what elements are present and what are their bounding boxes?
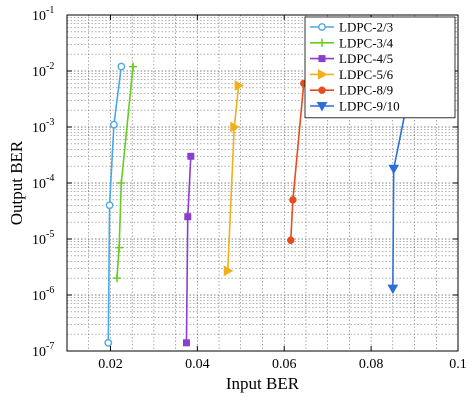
data-point	[289, 196, 297, 204]
y-axis-title: Output BER	[7, 140, 26, 225]
series-line	[289, 83, 305, 241]
legend-marker	[318, 23, 326, 31]
x-tick-label: 0.06	[272, 357, 297, 372]
data-point	[129, 62, 138, 71]
series-ldpc-2-3	[104, 62, 126, 347]
legend-label: LDPC-2/3	[339, 20, 393, 35]
y-tick-label: 10-2	[32, 61, 54, 80]
legend-marker	[318, 55, 326, 63]
x-tick-label: 0.02	[98, 357, 123, 372]
x-tick-label: 0.04	[185, 357, 210, 372]
legend-entry: LDPC-3/4	[310, 35, 394, 50]
legend-label: LDPC-9/10	[339, 99, 400, 114]
y-tick-exponent: -4	[46, 173, 54, 184]
data-point	[110, 120, 118, 129]
legend-entry: LDPC-8/9	[310, 83, 393, 98]
legend-box	[304, 16, 456, 119]
legend-marker	[318, 86, 326, 94]
x-tick-label: 0.1	[449, 357, 467, 372]
y-tick-label: 10-1	[32, 5, 54, 24]
data-point	[104, 338, 113, 347]
legend-label: LDPC-8/9	[339, 83, 393, 98]
data-point	[117, 179, 126, 187]
legend-marker	[316, 102, 328, 112]
data-point	[105, 201, 114, 210]
data-point	[115, 243, 124, 252]
data-point	[287, 236, 295, 244]
data-point	[387, 284, 399, 295]
data-point	[187, 152, 195, 160]
series-line	[116, 66, 134, 279]
y-tick-label: 10-6	[32, 285, 54, 304]
legend-marker	[318, 38, 326, 47]
legend-entry: LDPC-2/3	[310, 20, 393, 35]
y-tick-label: 10-4	[32, 173, 54, 192]
data-point	[234, 80, 245, 91]
y-tick-label: 10-5	[32, 229, 54, 248]
y-tick-exponent: -3	[46, 117, 54, 128]
y-tick-exponent: -7	[46, 341, 54, 352]
y-tick-exponent: -1	[46, 5, 54, 16]
series-ldpc-5-6	[223, 80, 245, 277]
y-tick-exponent: -2	[46, 61, 54, 72]
data-point	[388, 164, 400, 175]
legend-label: LDPC-3/4	[339, 35, 394, 50]
x-tick-label: 0.08	[359, 357, 384, 372]
legend-entry: LDPC-9/10	[310, 99, 400, 114]
legend: LDPC-2/3LDPC-3/4LDPC-4/5LDPC-5/6LDPC-8/9…	[304, 16, 456, 119]
y-tick-exponent: -5	[46, 229, 54, 240]
data-point	[117, 62, 126, 71]
y-tick-label: 10-3	[32, 117, 54, 136]
legend-label: LDPC-5/6	[339, 67, 394, 82]
series-ldpc-4-5	[182, 152, 195, 347]
y-tick-exponent: -6	[46, 285, 54, 296]
data-point	[230, 121, 240, 133]
series-line	[107, 66, 123, 343]
legend-label: LDPC-4/5	[339, 51, 393, 66]
data-point	[182, 339, 190, 347]
y-tick-label: 10-7	[32, 341, 54, 360]
data-point	[223, 265, 234, 277]
series-ldpc-8-9	[287, 79, 308, 244]
data-point	[184, 213, 192, 221]
series-line	[185, 156, 192, 343]
series-ldpc-3-4	[112, 62, 138, 283]
x-axis-title: Input BER	[226, 374, 300, 393]
data-point	[112, 274, 121, 283]
legend-entry: LDPC-4/5	[310, 51, 393, 66]
legend-entry: LDPC-5/6	[310, 67, 394, 82]
legend-marker	[318, 69, 328, 80]
series-layer	[104, 30, 427, 347]
series-line	[226, 85, 240, 271]
